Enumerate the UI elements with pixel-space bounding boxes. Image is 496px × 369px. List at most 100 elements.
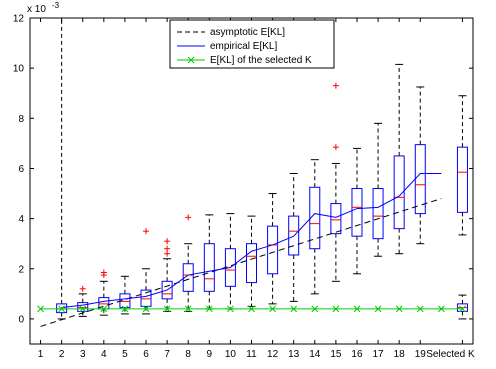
selected-marker-8: [184, 305, 192, 313]
x-tick-label-3: 3: [80, 349, 86, 360]
box-body: [393, 155, 405, 230]
x-tick-label-19: 19: [415, 349, 427, 360]
marker-stroke-b: [332, 305, 340, 313]
marker-stroke-b: [184, 305, 192, 313]
box-16: [372, 122, 384, 257]
box-body: [56, 303, 68, 314]
outlier-2: [100, 269, 107, 276]
selected-marker-3: [79, 305, 87, 313]
selected-marker-13: [290, 305, 298, 313]
outlier-1: [79, 285, 86, 292]
selected-marker-16: [353, 305, 361, 313]
x-tick-label-20: Selected K: [426, 349, 475, 360]
selected-marker-20: [438, 305, 445, 313]
box-11: [267, 193, 279, 305]
x-tick-label-15: 15: [330, 349, 342, 360]
y-tick-label-4: 4: [18, 214, 24, 225]
selected-marker-10: [227, 305, 234, 313]
box-body: [161, 280, 173, 300]
x-tick-label-8: 8: [185, 349, 191, 360]
marker-stroke-b: [290, 305, 298, 313]
box-body: [246, 243, 257, 284]
x-tick-label-2: 2: [59, 349, 65, 360]
box-2: [77, 285, 89, 317]
y-tick-label-8: 8: [18, 114, 24, 125]
outlier-1: [143, 228, 150, 235]
x-tick-label-1: 1: [38, 349, 44, 360]
x-tick-label-18: 18: [394, 349, 406, 360]
box-body: [330, 203, 342, 235]
y-exponent-base: x 10: [27, 4, 46, 15]
box-19: [456, 95, 468, 236]
selected-marker-6: [142, 305, 150, 313]
marker-stroke-b: [205, 305, 213, 313]
box-18: [414, 86, 426, 245]
box-body: [77, 302, 89, 312]
box-body: [351, 188, 363, 237]
legend-label-empirical: empirical E[KL]: [210, 41, 277, 52]
box-14: [330, 82, 342, 282]
y-exponent-power: -3: [52, 1, 60, 10]
box-body: [288, 215, 300, 256]
box-17: [393, 63, 405, 255]
y-tick-label-10: 10: [13, 64, 25, 75]
marker-stroke-b: [227, 305, 234, 313]
selected-marker-15: [332, 305, 340, 313]
marker-stroke-b: [416, 305, 424, 313]
x-tick-label-10: 10: [225, 349, 237, 360]
marker-stroke-b: [353, 305, 361, 313]
selected-marker-14: [311, 305, 319, 313]
x-tick-label-13: 13: [288, 349, 300, 360]
selected-marker-1: [37, 305, 44, 313]
legend-marker-selected: [187, 56, 195, 64]
legend-label-asymptotic: asymptotic E[KL]: [210, 27, 285, 38]
selected-marker-11: [248, 305, 255, 313]
box-12: [288, 172, 300, 302]
y-tick-label-2: 2: [18, 264, 24, 275]
y-tick-label-0: 0: [18, 314, 24, 325]
marker-stroke-b: [142, 305, 150, 313]
series-empirical: [61, 172, 442, 309]
selected-marker-4: [100, 305, 108, 313]
selected-marker-5: [121, 305, 129, 313]
selected-marker-9: [205, 305, 213, 313]
marker-stroke-b: [37, 305, 44, 313]
x-tick-label-7: 7: [164, 349, 170, 360]
outlier-1: [164, 250, 171, 257]
line-series-group: [37, 172, 466, 327]
x-tick-label-14: 14: [309, 349, 321, 360]
x-tick-label-16: 16: [351, 349, 363, 360]
outlier-2: [164, 245, 171, 252]
y-exponent-label: x 10 -3: [27, 1, 60, 15]
marker-stroke-b: [311, 305, 319, 313]
box-13: [309, 159, 321, 295]
marker-stroke-b: [163, 305, 171, 313]
marker-stroke-b: [100, 305, 108, 313]
selected-marker-21: [459, 305, 466, 313]
selected-marker-19: [416, 305, 424, 313]
x-tick-label-12: 12: [267, 349, 279, 360]
marker-stroke-b: [269, 305, 276, 313]
selected-marker-2: [58, 305, 65, 313]
x-tick-label-6: 6: [143, 349, 149, 360]
box-15: [351, 147, 363, 275]
marker-stroke-b: [395, 305, 403, 313]
outlier-2: [332, 82, 339, 89]
x-tick-label-17: 17: [373, 349, 385, 360]
marker-stroke-b: [58, 305, 65, 313]
selected-marker-12: [269, 305, 276, 313]
box-7: [182, 214, 194, 312]
selected-marker-18: [395, 305, 403, 313]
outlier-3: [164, 238, 171, 245]
box-body: [372, 188, 384, 240]
box-group: [56, 17, 468, 320]
marker-stroke-b: [374, 305, 382, 313]
box-body: [456, 146, 468, 213]
box-10: [246, 215, 257, 307]
legend: asymptotic E[KL] empirical E[KL] E[KL] o…: [169, 19, 335, 69]
series-asymptotic: [40, 198, 442, 327]
selected-marker-17: [374, 305, 382, 313]
selected-marker-7: [163, 305, 171, 313]
